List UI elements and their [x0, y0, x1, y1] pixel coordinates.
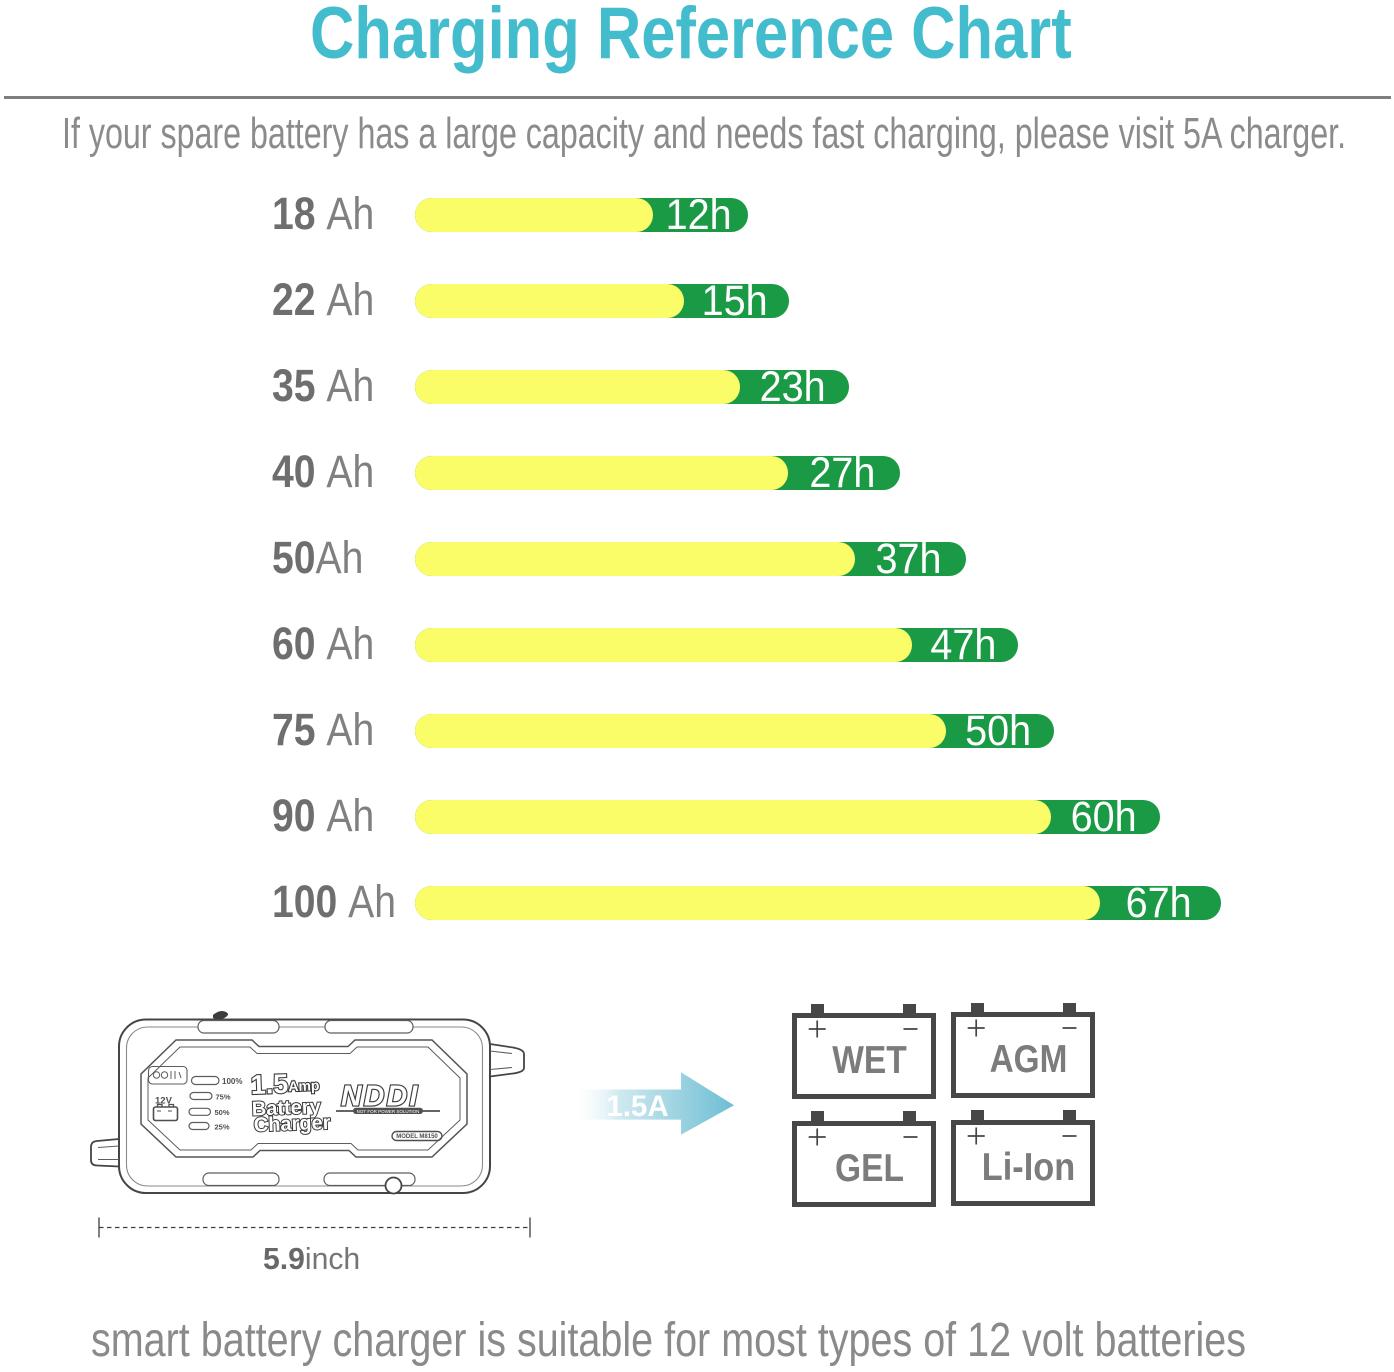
svg-text:50%: 50% [215, 1108, 230, 1117]
svg-text:100%: 100% [222, 1077, 242, 1086]
svg-text:NOT FOR POWER SOLUTION: NOT FOR POWER SOLUTION [357, 1109, 420, 1114]
svg-text:Charger: Charger [253, 1112, 331, 1137]
svg-text:1.5Amp: 1.5Amp [250, 1068, 320, 1100]
svg-text:25%: 25% [215, 1122, 230, 1131]
svg-text:Battery: Battery [251, 1096, 322, 1120]
svg-text:NDDI: NDDI [341, 1081, 419, 1113]
svg-text:MODEL M8150: MODEL M8150 [396, 1134, 438, 1140]
svg-text:12V: 12V [155, 1096, 173, 1107]
svg-text:75%: 75% [216, 1092, 231, 1101]
svg-text:1.5A: 1.5A [606, 1090, 668, 1123]
svg-text:5.9inch: 5.9inch [263, 1243, 360, 1276]
